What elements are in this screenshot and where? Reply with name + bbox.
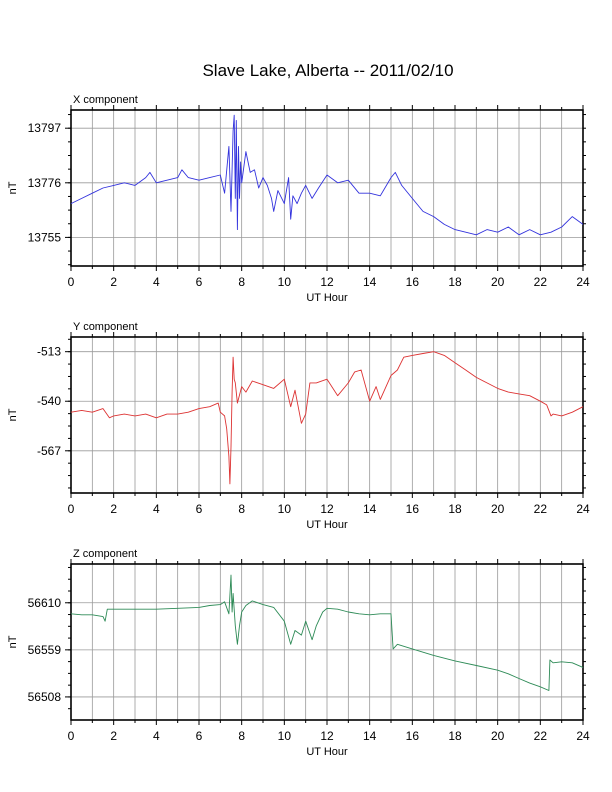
x-axis-label: UT Hour xyxy=(306,292,348,304)
x-tick-label: 4 xyxy=(153,729,160,743)
x-tick-label: 14 xyxy=(363,275,377,289)
x-tick-label: 12 xyxy=(320,729,334,743)
x-tick-label: 24 xyxy=(576,275,590,289)
component-title: X component xyxy=(73,94,138,106)
x-tick-label: 2 xyxy=(110,502,117,516)
y-tick-label: -540 xyxy=(37,394,61,408)
y-axis-label: nT xyxy=(7,181,19,194)
y-tick-label: 13755 xyxy=(28,230,62,244)
x-tick-label: 6 xyxy=(196,502,203,516)
series-line xyxy=(70,574,584,691)
x-tick-label: 20 xyxy=(491,502,505,516)
x-tick-label: 8 xyxy=(238,729,245,743)
x-tick-label: 8 xyxy=(238,502,245,516)
x-tick-label: 18 xyxy=(448,502,462,516)
x-tick-label: 14 xyxy=(363,729,377,743)
y-tick-label: -513 xyxy=(37,345,61,359)
component-title: Y component xyxy=(73,321,138,333)
y-axis-label: nT xyxy=(7,408,19,421)
x-tick-label: 6 xyxy=(196,729,203,743)
x-tick-label: 8 xyxy=(238,275,245,289)
x-tick-label: 18 xyxy=(448,275,462,289)
series-line xyxy=(70,114,584,236)
x-tick-label: 2 xyxy=(110,729,117,743)
x-tick-label: 24 xyxy=(576,729,590,743)
y-axis-label: nT xyxy=(7,635,19,648)
y-tick-label: 56559 xyxy=(28,643,62,657)
y-tick-label: -567 xyxy=(37,444,61,458)
x-tick-label: 22 xyxy=(534,275,548,289)
x-tick-label: 16 xyxy=(406,275,420,289)
x-tick-label: 12 xyxy=(320,502,334,516)
figure-title: Slave Lake, Alberta -- 2011/02/10 xyxy=(202,61,453,80)
series-line xyxy=(70,351,584,485)
x-tick-label: 10 xyxy=(278,502,292,516)
x-tick-label: 22 xyxy=(534,502,548,516)
x-axis-label: UT Hour xyxy=(306,746,348,758)
x-tick-label: 24 xyxy=(576,502,590,516)
component-title: Z component xyxy=(73,548,137,560)
x-tick-label: 20 xyxy=(491,729,505,743)
x-tick-label: 16 xyxy=(406,502,420,516)
x-tick-label: 10 xyxy=(278,729,292,743)
x-tick-label: 16 xyxy=(406,729,420,743)
y-tick-label: 13797 xyxy=(28,121,62,135)
x-tick-label: 4 xyxy=(153,502,160,516)
y-tick-label: 56508 xyxy=(28,690,62,704)
x-tick-label: 20 xyxy=(491,275,505,289)
x-tick-label: 14 xyxy=(363,502,377,516)
x-tick-label: 0 xyxy=(68,502,75,516)
x-tick-label: 0 xyxy=(68,275,75,289)
y-tick-label: 56610 xyxy=(28,596,62,610)
x-tick-label: 12 xyxy=(320,275,334,289)
x-tick-label: 2 xyxy=(110,275,117,289)
x-tick-label: 10 xyxy=(278,275,292,289)
x-tick-label: 6 xyxy=(196,275,203,289)
x-axis-label: UT Hour xyxy=(306,519,348,531)
x-tick-label: 22 xyxy=(534,729,548,743)
x-tick-label: 4 xyxy=(153,275,160,289)
x-tick-label: 0 xyxy=(68,729,75,743)
x-tick-label: 18 xyxy=(448,729,462,743)
y-tick-label: 13776 xyxy=(28,176,62,190)
